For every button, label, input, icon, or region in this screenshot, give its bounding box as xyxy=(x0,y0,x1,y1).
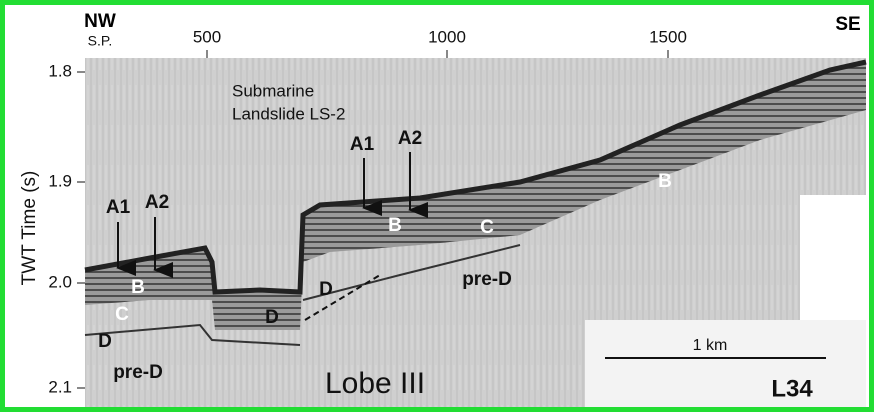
figure: NW S.P. SE 500 1000 1500 1.8 1.9 2.0 2.1… xyxy=(0,0,874,412)
y-tick-label: 1.8 xyxy=(48,61,72,80)
y-tick-label: 1.9 xyxy=(48,171,72,190)
label: B xyxy=(658,171,672,192)
label: A1 xyxy=(350,134,375,155)
label: pre-D xyxy=(462,269,512,290)
annotation: Submarine xyxy=(232,81,314,100)
y-tick-label: 2.0 xyxy=(48,272,72,291)
blank-area xyxy=(800,195,866,320)
label: A2 xyxy=(398,128,422,149)
line-id: L34 xyxy=(771,375,813,402)
blank-area xyxy=(585,320,866,408)
label: C xyxy=(115,304,129,325)
y-axis-label: TWT Time (s) xyxy=(19,171,40,286)
direction: NW xyxy=(84,11,116,32)
scale-label: 1 km xyxy=(693,337,728,354)
label: B xyxy=(131,277,145,298)
sp-label: S.P. xyxy=(88,33,113,49)
label: A2 xyxy=(145,192,169,213)
label: A1 xyxy=(106,197,131,218)
y-ticks xyxy=(77,72,85,388)
label: D xyxy=(265,307,279,328)
caption: Lobe III xyxy=(325,367,425,400)
y-tick-label: 2.1 xyxy=(48,377,72,396)
label: C xyxy=(480,217,494,238)
label: D xyxy=(98,331,112,352)
annotation: Landslide LS-2 xyxy=(232,104,345,123)
x-tick-label: 500 xyxy=(193,27,221,46)
x-tick-label: 1500 xyxy=(649,27,687,46)
label: D xyxy=(319,279,333,300)
label: pre-D xyxy=(113,362,163,383)
direction: SE xyxy=(835,14,860,35)
label: B xyxy=(388,215,402,236)
x-tick-label: 1000 xyxy=(428,27,466,46)
